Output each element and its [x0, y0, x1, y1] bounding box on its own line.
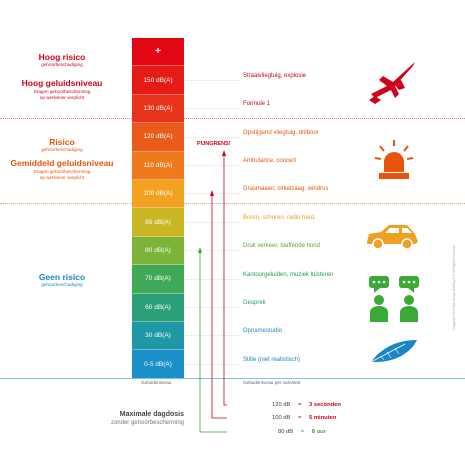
zone-separator — [0, 118, 132, 119]
bar-cell: 130 dB(A) — [132, 94, 184, 124]
zone-mid-title2: Gemiddeld geluidsniveau — [10, 158, 114, 168]
row-leader — [186, 279, 240, 280]
dose-sep: = — [300, 429, 305, 435]
copyright-note: Copyright 2019 Bpo Group Holding B.V. Al… — [452, 245, 456, 330]
zone-high-title2: Hoog geluidsniveau — [21, 78, 103, 88]
zone-separator — [184, 118, 465, 119]
bar-cell: 70 dB(A) — [132, 265, 184, 294]
fighter-jet-icon — [369, 62, 415, 104]
chat-people-icon — [369, 276, 419, 322]
dose-time: 8 uur — [311, 429, 326, 435]
activity-label: Opstijgend vliegtuig, drilboor — [243, 130, 319, 136]
zone-mid-sub: gehoorbeschadiging — [41, 147, 83, 152]
dose-time: 5 minuten — [309, 415, 337, 421]
dose-row-100: 100 dB = 5 minuten — [272, 415, 336, 421]
zone-separator — [184, 203, 465, 204]
bar-cell: 85 dB(A) — [132, 208, 184, 237]
bar-cell: 30 dB(A) — [132, 322, 184, 351]
dose-db: 80 dB — [278, 429, 294, 435]
bar-cell: 80 dB(A) — [132, 236, 184, 266]
bar-cell: 110 dB(A) — [132, 151, 184, 180]
siren-light-icon — [374, 140, 414, 179]
bar-cell: 150 dB(A) — [132, 66, 184, 95]
row-leader — [186, 137, 240, 138]
zone-high-sub2b: op werkvloer verplicht — [39, 95, 85, 100]
zone-high-title: Hoog risico — [38, 52, 86, 62]
activity-label: Ambulance, concert — [243, 158, 297, 164]
row-leader — [186, 165, 240, 166]
dose-row-120: 120 dB = 3 seconden — [272, 402, 341, 408]
bar-cell: 60 dB(A) — [132, 293, 184, 322]
footer-right-label: Geluidsniveau per activiteit — [243, 381, 301, 386]
bar-cell: + — [132, 38, 184, 67]
activity-label: Gesprek — [243, 300, 266, 306]
dose-subtitle: zonder gehoorbescherming — [110, 420, 184, 426]
activity-label: Formule 1 — [243, 101, 271, 107]
zone-mid-sub2a: Dragen gehoorbescherming — [33, 169, 91, 174]
connector-120 — [223, 155, 227, 406]
activity-label: Straalvliegtuig, explosie — [243, 73, 307, 79]
zone-mid-sub2b: op werkvloer verplicht — [39, 175, 85, 180]
row-leader — [186, 250, 240, 251]
dose-sep: = — [298, 415, 302, 421]
arrow-80 — [198, 247, 202, 253]
activity-label: Kantoorgeluiden, muziek luisteren — [243, 272, 334, 278]
footer-left-label: Geluidsniveau — [141, 381, 172, 386]
zone-none-sub: gehoorbeschadiging — [41, 282, 83, 287]
dose-time: 3 seconden — [309, 402, 341, 408]
activity-label: Druk verkeer, blaffende hond — [243, 243, 320, 249]
row-leader — [186, 364, 240, 365]
dose-title: Maximale dagdosis — [119, 411, 184, 418]
activity-label: Stilte (niet realistisch) — [243, 357, 301, 363]
zone-none-title: Geen risico — [38, 272, 86, 282]
row-leader — [186, 80, 240, 81]
activity-label: Boren, schuren, radio hard — [243, 215, 315, 221]
zone-high-sub: gehoorbeschadiging — [41, 62, 83, 67]
pain-threshold-label: PIJNGRENS! — [197, 141, 231, 147]
dose-db: 100 dB — [272, 415, 291, 421]
dose-row-80: 80 dB = 8 uur — [278, 429, 326, 435]
row-leader — [186, 335, 240, 336]
baseline — [0, 378, 465, 379]
arrow-100 — [210, 190, 214, 196]
activity-label: Opnamestudio — [243, 328, 283, 334]
dose-db: 120 dB — [272, 402, 291, 408]
connector-80 — [199, 252, 227, 433]
activity-label: Grasmaaier, cirkelzaag, windrus — [243, 186, 329, 192]
connector-100 — [211, 195, 227, 419]
zone-high-sub2a: Dragen gehoorbescherming — [33, 89, 91, 94]
feather-icon — [370, 340, 417, 363]
zone-separator — [0, 203, 132, 204]
row-leader — [186, 222, 240, 223]
bar-cell: 100 dB(A) — [132, 180, 184, 209]
dose-sep: = — [298, 402, 302, 408]
row-leader — [186, 307, 240, 308]
car-icon — [367, 225, 418, 250]
zone-mid-title: Risico — [49, 137, 75, 147]
arrow-120 — [222, 150, 226, 156]
bar-cell: 120 dB(A) — [132, 123, 184, 152]
row-leader — [186, 108, 240, 109]
